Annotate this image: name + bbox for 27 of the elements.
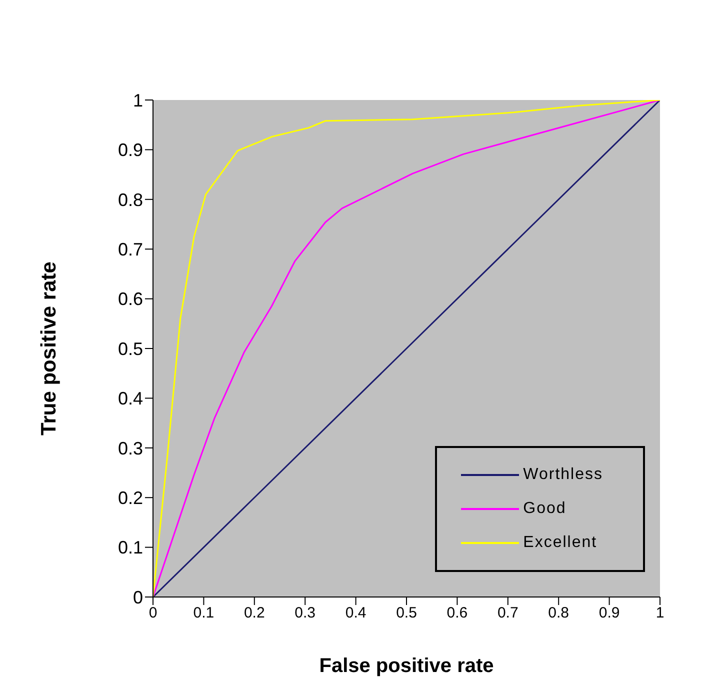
y-tick-label: 0.4: [118, 388, 143, 409]
y-tick-label: 0.6: [118, 289, 143, 310]
legend-label: Excellent: [523, 534, 598, 552]
y-tick-label: 0.8: [118, 190, 143, 210]
y-tick-label: 0.7: [118, 239, 143, 260]
x-tick-label: 0.5: [396, 604, 417, 622]
x-tick-label: 0: [148, 604, 158, 622]
x-tick-label: 0.8: [548, 604, 570, 622]
x-tick-label: 0.2: [244, 604, 265, 622]
y-tick-label: 0.2: [118, 488, 143, 508]
y-tick-label: 0: [132, 587, 143, 608]
x-tick-label: 0.1: [193, 604, 214, 622]
y-tick-label: 0.9: [118, 140, 143, 160]
x-tick-label: 1: [656, 604, 664, 622]
y-tick-label: 0.1: [118, 538, 143, 558]
x-tick-label: 0.7: [497, 604, 518, 622]
y-axis-title: True positive rate: [37, 262, 60, 436]
x-axis-title: False positive rate: [319, 655, 494, 677]
x-tick-label: 0.3: [294, 604, 316, 622]
y-tick-label: 0.5: [118, 338, 143, 359]
y-tick-label: 0.3: [118, 438, 143, 458]
legend-label: Good: [523, 500, 566, 518]
x-tick-label: 0.6: [446, 604, 468, 622]
legend-label: Worthless: [523, 466, 603, 484]
y-tick-label: 1: [132, 90, 143, 110]
x-tick-label: 0.9: [598, 604, 620, 622]
x-tick-label: 0.4: [345, 604, 366, 622]
